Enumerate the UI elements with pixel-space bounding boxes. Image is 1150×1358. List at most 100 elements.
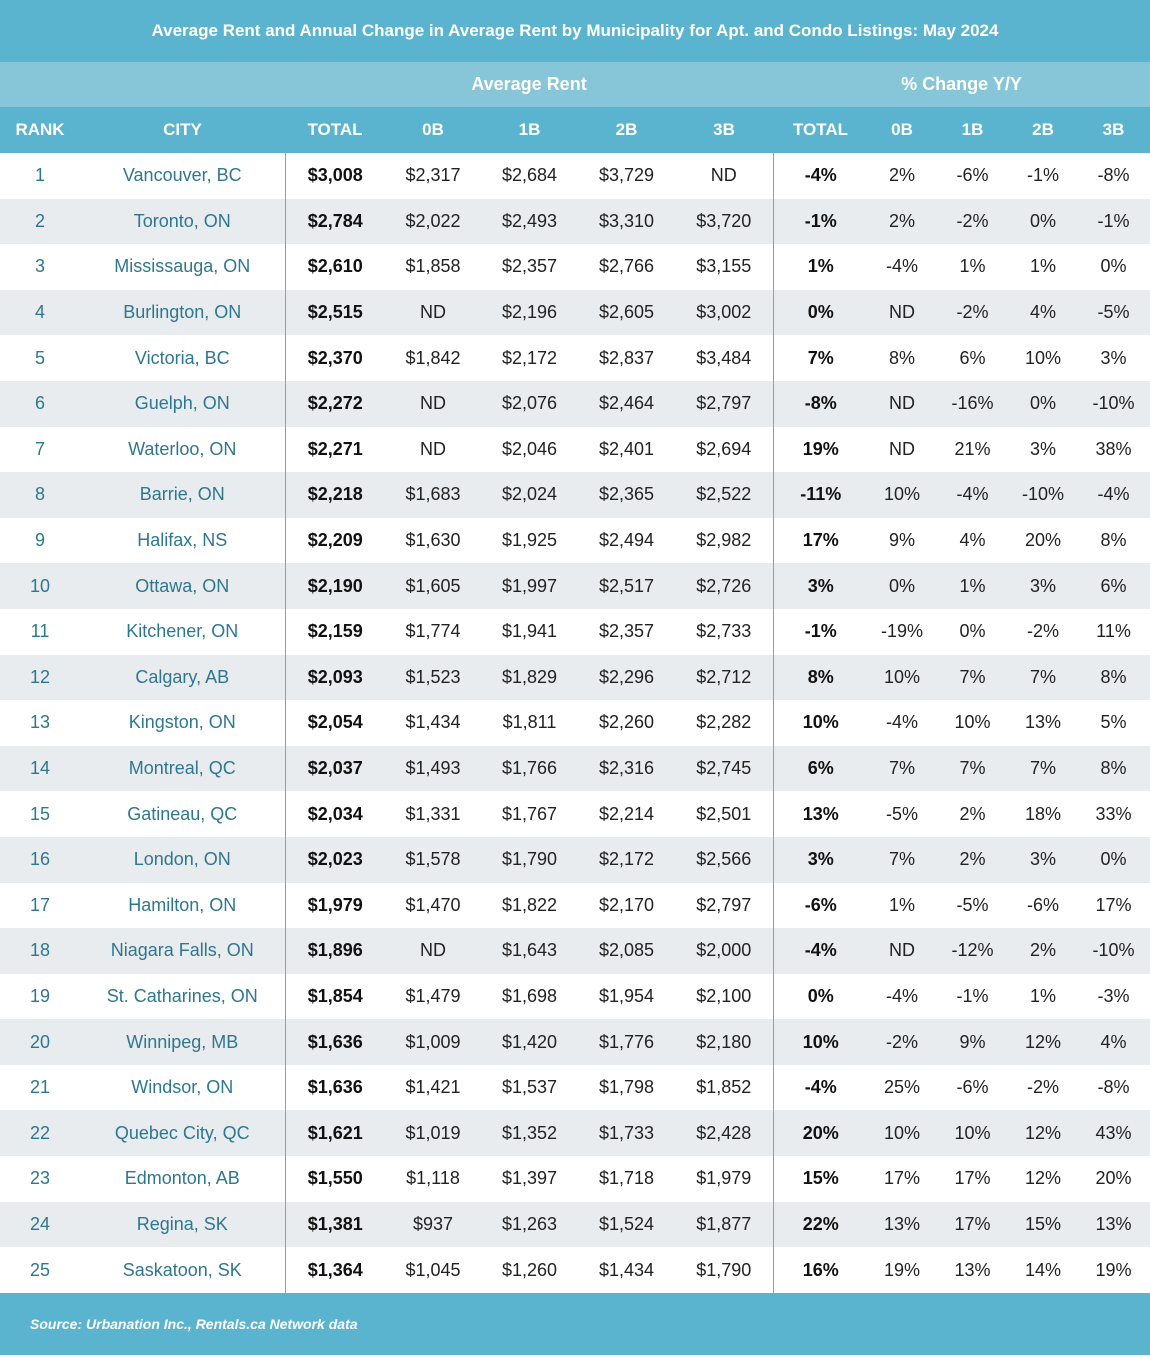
cell-pct-b2: 2% [1009, 928, 1077, 974]
col-header-pct-b1: 1B [961, 120, 984, 139]
cell-b2: $2,365 [578, 472, 675, 518]
cell-pct-total: 17% [772, 517, 868, 564]
cell-pct-total: 15% [772, 1156, 868, 1202]
cell-b0: ND [385, 928, 481, 974]
cell-pct-b1: 2% [936, 791, 1009, 837]
cell-pct-b1: -2% [936, 198, 1009, 245]
cell-b3: $2,797 [675, 380, 773, 427]
cell-pct-b0: 7% [868, 836, 936, 883]
cell-b2: $2,214 [578, 791, 675, 837]
table-row: 4 Burlington, ON $2,515 ND $2,196 $2,605 $3,00… [0, 289, 1150, 336]
cell-b2: $1,434 [578, 1247, 675, 1293]
cell-pct-b0: ND [868, 289, 936, 336]
table-row: 22 Quebec City, QC $1,621 $1,019 $1,352 $1,73… [0, 1110, 1150, 1157]
cell-pct-b1: -2% [936, 289, 1009, 336]
cell-pct-b2: 0% [1009, 380, 1077, 427]
table-row: 5 Victoria, BC $2,370 $1,842 $2,172 $2,837 $3,… [0, 335, 1150, 381]
cell-pct-b0: 2% [868, 198, 936, 245]
cell-pct-total: 3% [772, 563, 868, 609]
cell-rank: 18 [0, 928, 80, 974]
cell-total: $2,093 [284, 654, 385, 701]
cell-pct-b1: 10% [936, 1110, 1009, 1157]
cell-b1: $2,172 [481, 335, 578, 381]
cell-b0: $1,774 [385, 608, 481, 655]
cell-total: $2,054 [284, 700, 385, 746]
cell-rank: 14 [0, 745, 80, 792]
cell-pct-b2: 18% [1009, 791, 1077, 837]
cell-b1: $1,822 [481, 882, 578, 929]
cell-b1: $2,684 [481, 153, 578, 199]
cell-city: Calgary, AB [80, 654, 285, 701]
cell-b1: $1,790 [481, 836, 578, 883]
cell-b1: $2,046 [481, 426, 578, 473]
cell-b0: $1,019 [385, 1110, 481, 1157]
cell-b3: $1,979 [675, 1156, 773, 1202]
cell-pct-b3: -1% [1077, 198, 1150, 245]
cell-b1: $1,420 [481, 1019, 578, 1065]
cell-b0: ND [385, 289, 481, 336]
cell-pct-b1: -1% [936, 973, 1009, 1020]
cell-b3: $2,694 [675, 426, 773, 473]
cell-pct-b1: 1% [936, 244, 1009, 290]
cell-total: $2,037 [284, 745, 385, 792]
cell-b0: $1,523 [385, 654, 481, 701]
cell-rank: 22 [0, 1110, 80, 1157]
cell-pct-b1: -6% [936, 1064, 1009, 1111]
cell-b1: $2,024 [481, 472, 578, 518]
cell-b3: $3,155 [675, 244, 773, 290]
cell-pct-b2: -1% [1009, 153, 1077, 199]
cell-pct-b0: 19% [868, 1247, 936, 1293]
cell-pct-b0: ND [868, 380, 936, 427]
cell-pct-b0: 0% [868, 563, 936, 609]
cell-pct-b1: 6% [936, 335, 1009, 381]
cell-pct-total: 10% [772, 700, 868, 746]
cell-city: Saskatoon, SK [80, 1247, 285, 1293]
table-body: 1 Vancouver, BC $3,008 $2,317 $2,684 $3,729 ND… [0, 153, 1150, 1293]
cell-pct-total: 19% [772, 426, 868, 473]
cell-pct-b0: 9% [868, 517, 936, 564]
cell-b0: $1,421 [385, 1064, 481, 1111]
table-row: 24 Regina, SK $1,381 $937 $1,263 $1,524 $1,877… [0, 1201, 1150, 1248]
cell-b2: $3,729 [578, 153, 675, 199]
cell-total: $2,271 [284, 426, 385, 473]
cell-pct-b2: 12% [1009, 1019, 1077, 1065]
table-row: 25 Saskatoon, SK $1,364 $1,045 $1,260 $1,434 $… [0, 1247, 1150, 1293]
cell-pct-b3: -8% [1077, 153, 1150, 199]
cell-pct-total: -1% [772, 198, 868, 245]
cell-b2: $2,172 [578, 836, 675, 883]
cell-b0: ND [385, 380, 481, 427]
cell-pct-total: 0% [772, 289, 868, 336]
cell-rank: 3 [0, 244, 80, 290]
cell-pct-b3: 0% [1077, 244, 1150, 290]
cell-b2: $2,085 [578, 928, 675, 974]
cell-pct-b2: 14% [1009, 1247, 1077, 1293]
col-header-city: CITY [163, 120, 202, 139]
table-row: 18 Niagara Falls, ON $1,896 ND $1,643 $2,085 $… [0, 928, 1150, 974]
cell-pct-b1: -12% [936, 928, 1009, 974]
table-row: 6 Guelph, ON $2,272 ND $2,076 $2,464 $2,797 -8%… [0, 380, 1150, 427]
cell-pct-b2: 0% [1009, 198, 1077, 245]
cell-b1: $1,643 [481, 928, 578, 974]
cell-b2: $2,837 [578, 335, 675, 381]
cell-pct-b1: 10% [936, 700, 1009, 746]
cell-pct-b0: -4% [868, 973, 936, 1020]
cell-city: Kingston, ON [80, 700, 285, 746]
cell-pct-b3: 20% [1077, 1156, 1150, 1202]
cell-b1: $1,352 [481, 1110, 578, 1157]
cell-pct-b0: 10% [868, 654, 936, 701]
table-row: 20 Winnipeg, MB $1,636 $1,009 $1,420 $1,776 $2… [0, 1019, 1150, 1065]
cell-b1: $1,537 [481, 1064, 578, 1111]
cell-b1: $1,767 [481, 791, 578, 837]
column-header-row: RANK CITY TOTAL 0B 1B 2B 3B TOTAL 0B 1B 2B 3B [0, 107, 1150, 153]
cell-pct-total: 3% [772, 836, 868, 883]
cell-b1: $1,941 [481, 608, 578, 655]
cell-pct-total: -4% [772, 928, 868, 974]
cell-b3: $3,002 [675, 289, 773, 336]
cell-rank: 7 [0, 426, 80, 473]
cell-b2: $2,296 [578, 654, 675, 701]
cell-rank: 8 [0, 472, 80, 518]
cell-pct-b0: ND [868, 426, 936, 473]
cell-b3: $2,501 [675, 791, 773, 837]
cell-b3: $2,428 [675, 1110, 773, 1157]
group-average-rent: Average Rent [471, 74, 587, 94]
